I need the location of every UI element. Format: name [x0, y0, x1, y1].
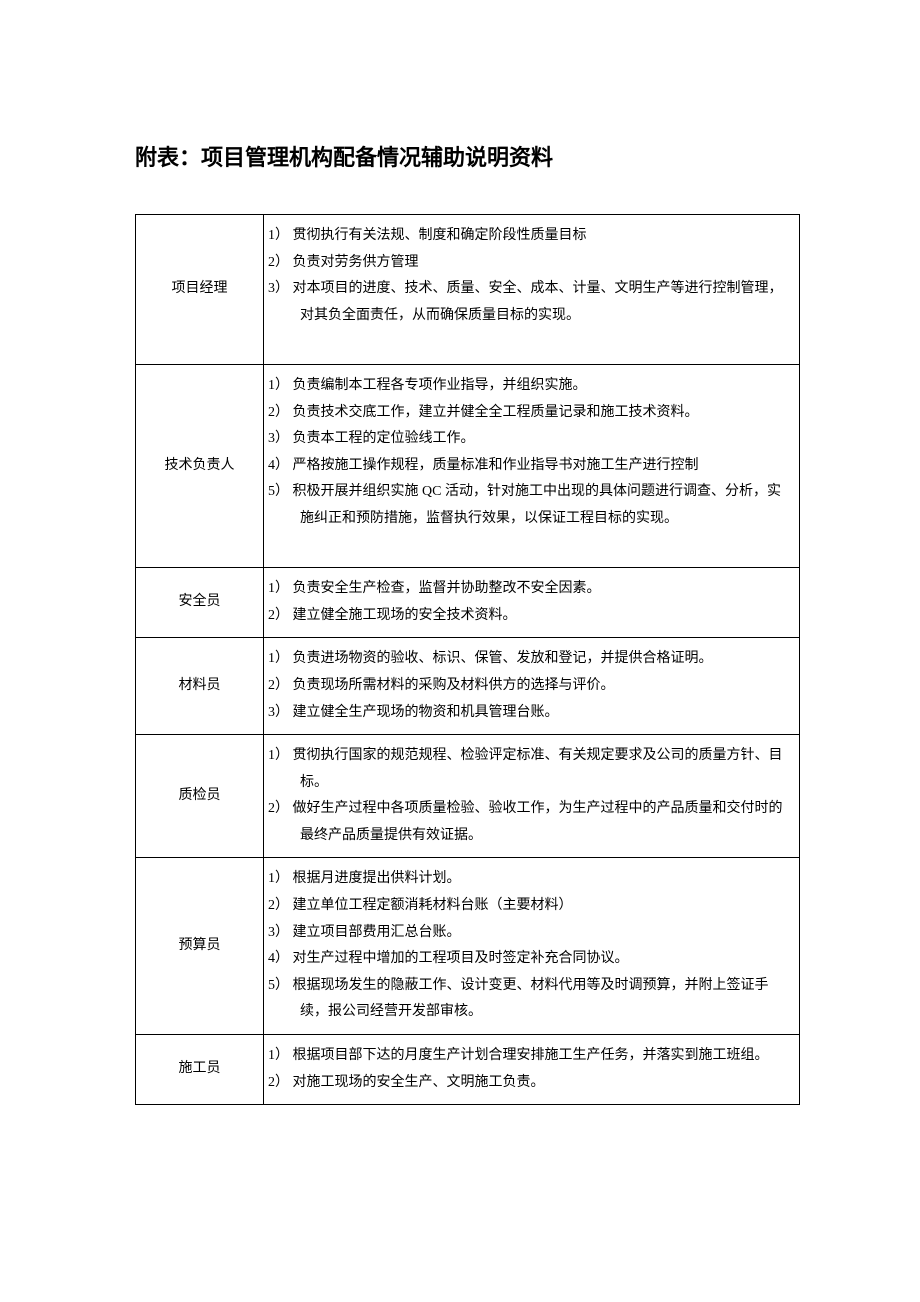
- duties-cell: 1） 贯彻执行国家的规范规程、检验评定标准、有关规定要求及公司的质量方针、目标。…: [264, 735, 800, 858]
- page-title: 附表：项目管理机构配备情况辅助说明资料: [135, 140, 800, 172]
- duty-item: 2） 建立单位工程定额消耗材料台账（主要材料）: [268, 893, 793, 920]
- table-row: 安全员1） 负责安全生产检查，监督并协助整改不安全因素。2） 建立健全施工现场的…: [136, 568, 800, 638]
- duty-item: 3） 建立健全生产现场的物资和机具管理台账。: [268, 700, 793, 727]
- duty-item: 2） 负责对劳务供方管理: [268, 250, 793, 277]
- table-row: 质检员1） 贯彻执行国家的规范规程、检验评定标准、有关规定要求及公司的质量方针、…: [136, 735, 800, 858]
- roles-table-body: 项目经理1） 贯彻执行有关法规、制度和确定阶段性质量目标2） 负责对劳务供方管理…: [136, 215, 800, 1105]
- duty-item: 2） 建立健全施工现场的安全技术资料。: [268, 603, 793, 630]
- roles-table: 项目经理1） 贯彻执行有关法规、制度和确定阶段性质量目标2） 负责对劳务供方管理…: [135, 214, 800, 1105]
- duty-item: 1） 贯彻执行有关法规、制度和确定阶段性质量目标: [268, 223, 793, 250]
- duty-item: 4） 对生产过程中增加的工程项目及时签定补充合同协议。: [268, 946, 793, 973]
- duty-item: 3） 负责本工程的定位验线工作。: [268, 426, 793, 453]
- blank-line: [268, 533, 793, 560]
- table-row: 材料员1） 负责进场物资的验收、标识、保管、发放和登记，并提供合格证明。2） 负…: [136, 638, 800, 735]
- role-cell: 技术负责人: [136, 364, 264, 567]
- duty-item: 1） 负责进场物资的验收、标识、保管、发放和登记，并提供合格证明。: [268, 646, 793, 673]
- duties-cell: 1） 贯彻执行有关法规、制度和确定阶段性质量目标2） 负责对劳务供方管理3） 对…: [264, 215, 800, 365]
- duty-item: 3） 建立项目部费用汇总台账。: [268, 920, 793, 947]
- role-cell: 项目经理: [136, 215, 264, 365]
- duty-item: 1） 负责编制本工程各专项作业指导，并组织实施。: [268, 373, 793, 400]
- duty-item: 5） 根据现场发生的隐蔽工作、设计变更、材料代用等及时调预算，并附上签证手续，报…: [268, 973, 793, 1026]
- duties-cell: 1） 负责编制本工程各专项作业指导，并组织实施。2） 负责技术交底工作，建立并健…: [264, 364, 800, 567]
- duty-item: 2） 负责技术交底工作，建立并健全全工程质量记录和施工技术资料。: [268, 400, 793, 427]
- table-row: 项目经理1） 贯彻执行有关法规、制度和确定阶段性质量目标2） 负责对劳务供方管理…: [136, 215, 800, 365]
- duty-item: 1） 根据月进度提出供料计划。: [268, 866, 793, 893]
- duties-cell: 1） 负责安全生产检查，监督并协助整改不安全因素。2） 建立健全施工现场的安全技…: [264, 568, 800, 638]
- table-row: 预算员1） 根据月进度提出供料计划。2） 建立单位工程定额消耗材料台账（主要材料…: [136, 858, 800, 1035]
- role-cell: 施工员: [136, 1035, 264, 1105]
- table-row: 技术负责人1） 负责编制本工程各专项作业指导，并组织实施。2） 负责技术交底工作…: [136, 364, 800, 567]
- blank-line: [268, 329, 793, 356]
- duty-item: 1） 贯彻执行国家的规范规程、检验评定标准、有关规定要求及公司的质量方针、目标。: [268, 743, 793, 796]
- duty-item: 2） 做好生产过程中各项质量检验、验收工作，为生产过程中的产品质量和交付时的最终…: [268, 796, 793, 849]
- duties-cell: 1） 根据月进度提出供料计划。2） 建立单位工程定额消耗材料台账（主要材料）3）…: [264, 858, 800, 1035]
- role-cell: 材料员: [136, 638, 264, 735]
- role-cell: 质检员: [136, 735, 264, 858]
- duty-item: 1） 根据项目部下达的月度生产计划合理安排施工生产任务，并落实到施工班组。: [268, 1043, 793, 1070]
- duty-item: 2） 对施工现场的安全生产、文明施工负责。: [268, 1070, 793, 1097]
- duty-item: 5） 积极开展并组织实施 QC 活动，针对施工中出现的具体问题进行调查、分析，实…: [268, 479, 793, 532]
- duties-cell: 1） 根据项目部下达的月度生产计划合理安排施工生产任务，并落实到施工班组。2） …: [264, 1035, 800, 1105]
- duty-item: 2） 负责现场所需材料的采购及材料供方的选择与评价。: [268, 673, 793, 700]
- role-cell: 预算员: [136, 858, 264, 1035]
- duty-item: 1） 负责安全生产检查，监督并协助整改不安全因素。: [268, 576, 793, 603]
- duty-item: 3） 对本项目的进度、技术、质量、安全、成本、计量、文明生产等进行控制管理，对其…: [268, 276, 793, 329]
- table-row: 施工员1） 根据项目部下达的月度生产计划合理安排施工生产任务，并落实到施工班组。…: [136, 1035, 800, 1105]
- duties-cell: 1） 负责进场物资的验收、标识、保管、发放和登记，并提供合格证明。2） 负责现场…: [264, 638, 800, 735]
- duty-item: 4） 严格按施工操作规程，质量标准和作业指导书对施工生产进行控制: [268, 453, 793, 480]
- role-cell: 安全员: [136, 568, 264, 638]
